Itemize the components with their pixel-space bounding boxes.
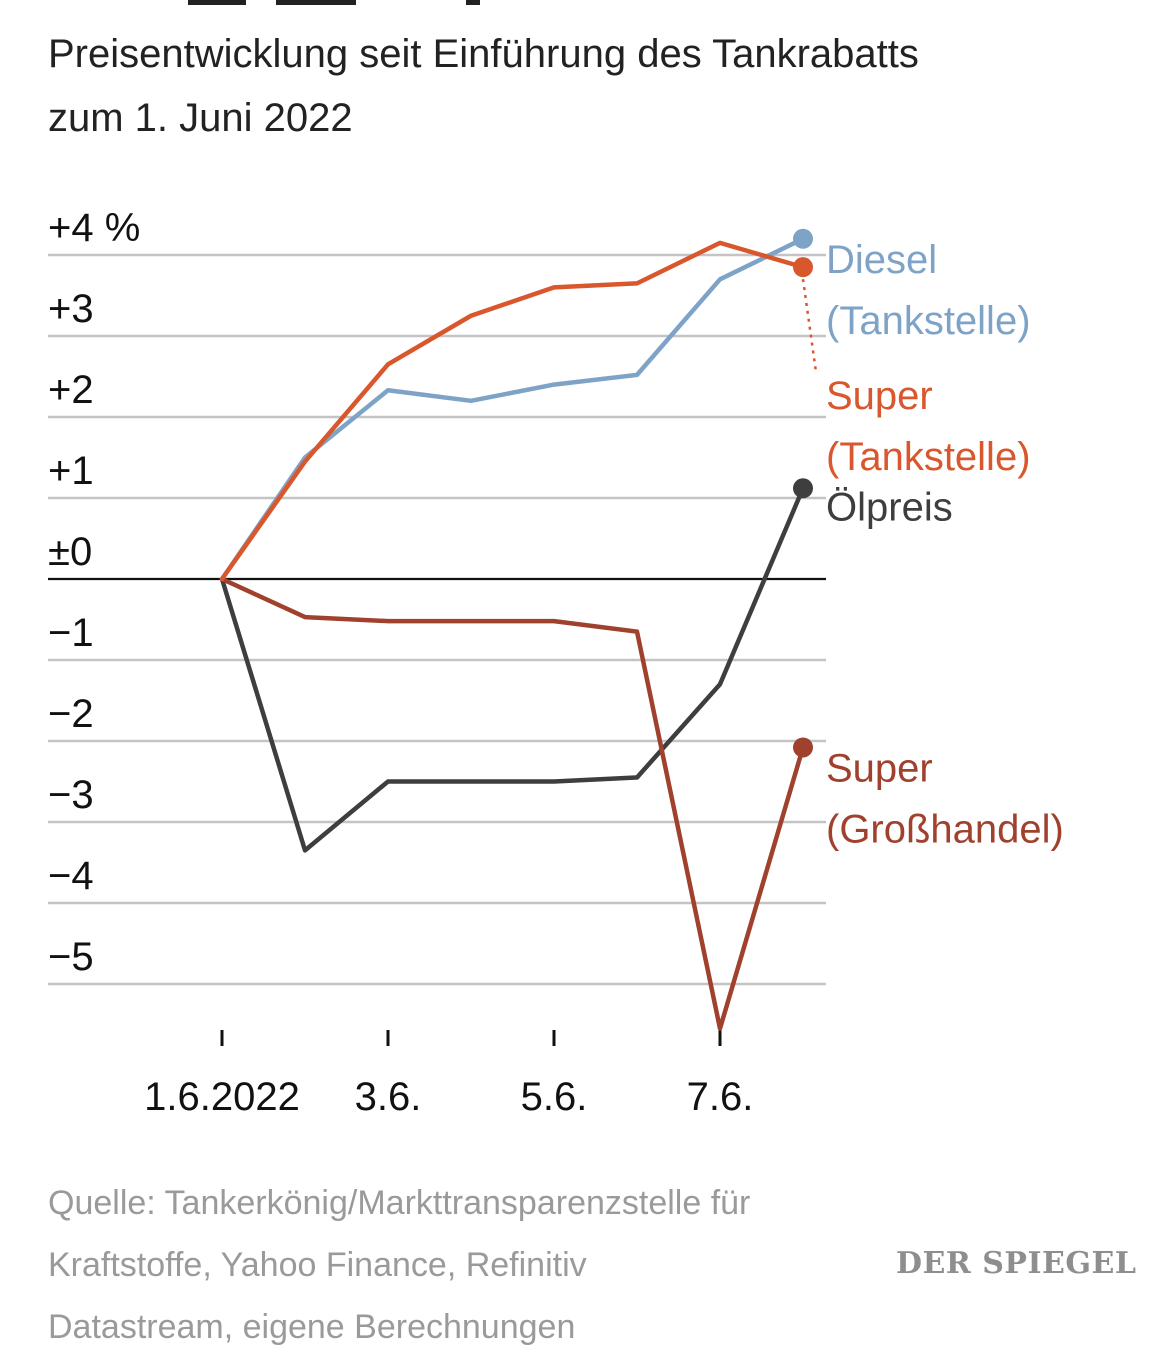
- y-tick-label: +1: [48, 449, 94, 493]
- gridlines: [48, 253, 826, 986]
- series-label: Super (Großhandel): [826, 746, 1064, 851]
- y-tick-label: +4 %: [48, 206, 140, 250]
- y-axis-tick-labels: +4 % +3 +2 +1 ±0 −1 −2 −3 −4 −5: [48, 206, 140, 979]
- series-label: Ölpreis: [826, 485, 953, 529]
- y-tick-label: −4: [48, 854, 94, 898]
- series-label-line: Super: [826, 374, 933, 418]
- clipped-headline-remnant: [48, 0, 498, 6]
- series-label-line: Ölpreis: [826, 485, 953, 529]
- series-line: [219, 236, 806, 582]
- y-tick-label: −2: [48, 692, 94, 736]
- x-axis-ticks: 1.6.2022 3.6. 5.6. 7.6.: [144, 1030, 753, 1119]
- source-line-1: Quelle: Tankerkönig/Markttransparenzstel…: [48, 1184, 751, 1222]
- series-label-line: Diesel: [826, 238, 937, 282]
- source-line-2: Kraftstoffe, Yahoo Finance, Refinitiv: [48, 1246, 587, 1284]
- x-tick-label: 3.6.: [355, 1075, 422, 1119]
- series-label: Diesel (Tankstelle): [826, 238, 1031, 343]
- y-tick-label: +2: [48, 368, 94, 412]
- chart-title-line-2: zum 1. Juni 2022: [48, 96, 353, 140]
- y-tick-label: −5: [48, 935, 94, 979]
- chart-title-line-1: Preisentwicklung seit Einführung des Tan…: [48, 32, 919, 76]
- series-label-line: Super: [826, 746, 933, 790]
- y-tick-label: ±0: [48, 530, 92, 574]
- series-lines: [219, 228, 818, 1031]
- series-end-point: [793, 737, 813, 758]
- series-end-point: [793, 228, 813, 249]
- series-label: Super (Tankstelle): [826, 374, 1031, 479]
- series-label-line: (Tankstelle): [826, 435, 1031, 479]
- x-tick-label: 7.6.: [687, 1075, 754, 1119]
- chart-title: Preisentwicklung seit Einführung des Tan…: [48, 22, 1128, 150]
- series-end-point: [793, 478, 813, 499]
- y-tick-label: −3: [48, 773, 94, 817]
- series-end-point: [793, 257, 813, 278]
- series-line: [219, 576, 806, 1031]
- y-tick-label: −1: [48, 611, 94, 655]
- source-line-3: Datastream, eigene Berechnungen: [48, 1308, 576, 1346]
- series-line: [219, 240, 806, 582]
- x-tick-label: 1.6.2022: [144, 1075, 300, 1119]
- y-tick-label: +3: [48, 287, 94, 331]
- series-label-line: (Großhandel): [826, 807, 1064, 851]
- label-leader-line: [801, 278, 818, 373]
- series-line: [219, 486, 806, 853]
- spiegel-logo: DER SPIEGEL: [896, 1246, 1137, 1281]
- x-tick-label: 5.6.: [521, 1075, 588, 1119]
- series-labels: Diesel (Tankstelle) Super (Tankstelle) Ölpre…: [826, 238, 1064, 852]
- source-note: Quelle: Tankerkönig/Markttransparenzstel…: [48, 1172, 908, 1358]
- series-label-line: (Tankstelle): [826, 299, 1031, 343]
